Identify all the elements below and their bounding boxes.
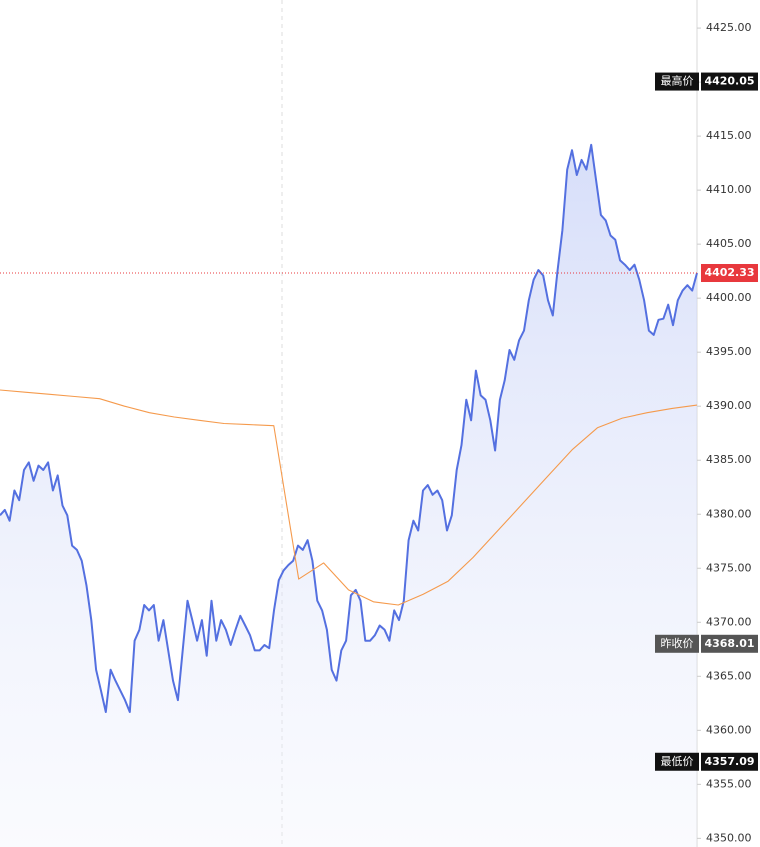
- y-tick-label: 4410.00: [706, 183, 752, 196]
- y-tick-label: 4380.00: [706, 507, 752, 520]
- marker-value-box: [701, 72, 758, 91]
- y-tick-label: 4360.00: [706, 723, 752, 736]
- y-tick-label: 4370.00: [706, 615, 752, 628]
- marker-value: 4368.01: [704, 637, 754, 650]
- y-tick-label: 4425.00: [706, 21, 752, 34]
- marker-label: 昨收价: [661, 636, 694, 650]
- marker-value: 4420.05: [704, 75, 754, 88]
- y-tick-label: 4350.00: [706, 831, 752, 844]
- y-tick-label: 4390.00: [706, 399, 752, 412]
- marker-value-box: [701, 264, 758, 283]
- marker-value: 4357.09: [704, 755, 754, 768]
- marker-label-box: [655, 752, 699, 771]
- y-tick-label: 4365.00: [706, 669, 752, 682]
- marker-value: 4402.33: [704, 266, 754, 279]
- marker-label: 最高价: [661, 74, 694, 88]
- y-tick-label: 4355.00: [706, 777, 752, 790]
- marker-label-box: [655, 72, 699, 91]
- y-tick-label: 4415.00: [706, 129, 752, 142]
- marker-value-box: [701, 752, 758, 771]
- y-tick-label: 4400.00: [706, 291, 752, 304]
- y-tick-label: 4405.00: [706, 237, 752, 250]
- y-tick-label: 4375.00: [706, 561, 752, 574]
- marker-label-box: [655, 634, 699, 653]
- marker-label: 最低价: [661, 755, 694, 768]
- y-tick-label: 4395.00: [706, 345, 752, 358]
- series-line: [0, 143, 698, 713]
- area-fill: [0, 144, 697, 847]
- y-tick-label: 4385.00: [706, 453, 752, 466]
- series-line: [0, 389, 698, 606]
- marker-value-box: [701, 634, 758, 653]
